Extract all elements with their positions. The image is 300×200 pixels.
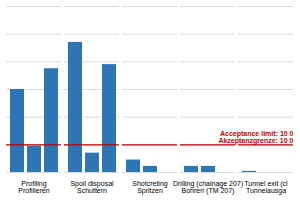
- svg-text:Acceptance limit: 10 0Akzeptan: Acceptance limit: 10 0Akzeptanzgrenze: 1…: [218, 130, 293, 145]
- svg-text:ProfilingProfilieren: ProfilingProfilieren: [18, 180, 50, 194]
- svg-text:Tunnel exit (clTunnelausga: Tunnel exit (clTunnelausga: [244, 180, 288, 195]
- svg-text:ShotcretingSpritzen: ShotcretingSpritzen: [132, 180, 168, 195]
- svg-text:Spoil disposalSchuttern: Spoil disposalSchuttern: [70, 180, 114, 194]
- svg-text:Drilling (chainage 207)Bohreri: Drilling (chainage 207)Bohreri (TM 207): [173, 180, 243, 195]
